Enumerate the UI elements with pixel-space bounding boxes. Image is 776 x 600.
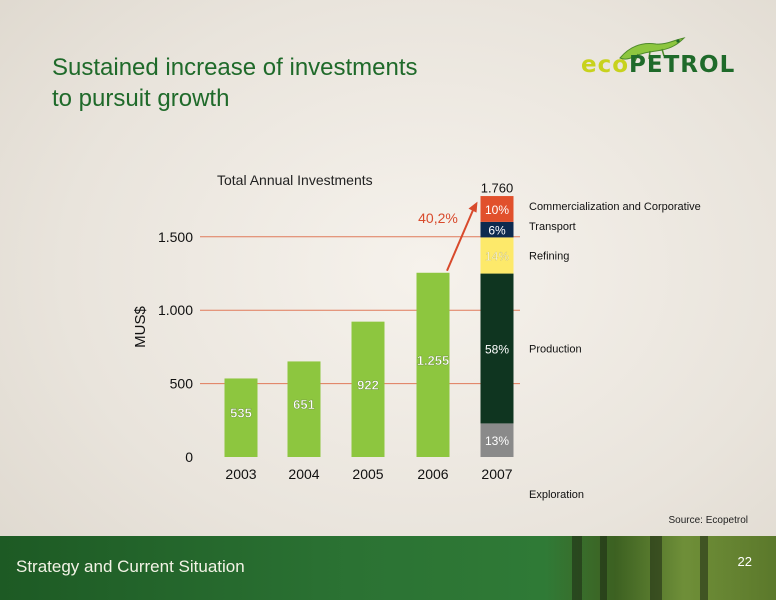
logo-text-eco: eco bbox=[581, 52, 630, 78]
segment-pct-label: 10% bbox=[485, 203, 509, 217]
page-number: 22 bbox=[737, 554, 752, 569]
segment-pct-label: 6% bbox=[488, 224, 506, 238]
x-tick-label: 2004 bbox=[288, 466, 319, 482]
bar-value-label: 535 bbox=[230, 406, 252, 421]
segment-pct-label: 14% bbox=[485, 249, 509, 263]
slide-title-line-2: to pursuit growth bbox=[52, 85, 230, 112]
footer-bar: Strategy and Current Situation 22 bbox=[0, 536, 776, 600]
growth-arrowhead bbox=[468, 201, 478, 213]
footer-tree-trunk bbox=[700, 536, 708, 600]
y-tick-label: 1.500 bbox=[158, 229, 193, 245]
segment-category-label: Production bbox=[529, 343, 582, 355]
source-note: Source: Ecopetrol bbox=[668, 515, 749, 526]
bar bbox=[416, 272, 450, 457]
bar-value-label: 651 bbox=[293, 397, 315, 412]
y-tick-label: 500 bbox=[170, 376, 194, 392]
bar bbox=[351, 321, 385, 457]
segment-category-label: Exploration bbox=[529, 489, 584, 501]
iguana-logo-icon bbox=[619, 37, 686, 62]
slide-title: Sustained increase of investments to pur… bbox=[52, 52, 472, 114]
stacked-segment bbox=[480, 237, 514, 274]
stacked-segment bbox=[480, 273, 514, 424]
stacked-segment bbox=[480, 196, 514, 222]
segment-category-label: Commercialization and Corporative bbox=[529, 201, 701, 213]
growth-annotation: 40,2% bbox=[418, 210, 458, 226]
x-tick-label: 2003 bbox=[225, 466, 256, 482]
bar-value-label: 922 bbox=[357, 377, 379, 392]
footer-tree-trunk bbox=[600, 536, 607, 600]
segment-pct-label: 13% bbox=[485, 434, 509, 448]
bar-value-label: 1.255 bbox=[417, 353, 450, 368]
chart-title: Total Annual Investments bbox=[217, 172, 373, 188]
slide-title-line-1: Sustained increase of investments bbox=[52, 54, 418, 81]
footer-section-title: Strategy and Current Situation bbox=[16, 557, 245, 576]
stacked-segment bbox=[480, 423, 514, 457]
footer-tree-trunk bbox=[650, 536, 662, 600]
logo-wordmark: ecoPETROL bbox=[581, 52, 735, 78]
y-tick-label: 0 bbox=[185, 449, 193, 465]
footer-tree-trunk bbox=[572, 536, 582, 600]
segment-category-label: Transport bbox=[529, 221, 576, 233]
investment-chart: 0 500 1.000 1.500 MUS$ 535 651 922 1.255 13% 58% 14… bbox=[132, 181, 701, 501]
y-tick-label: 1.000 bbox=[158, 302, 193, 318]
x-tick-label: 2005 bbox=[352, 466, 383, 482]
bar bbox=[224, 378, 258, 457]
segment-category-label: Refining bbox=[529, 250, 569, 262]
y-axis-label: MUS$ bbox=[132, 306, 149, 348]
bar-total-label: 1.760 bbox=[481, 181, 514, 196]
x-tick-label: 2007 bbox=[481, 466, 512, 482]
x-tick-label: 2006 bbox=[417, 466, 448, 482]
logo-text-petrol: PETROL bbox=[629, 52, 736, 78]
growth-arrow bbox=[446, 206, 476, 272]
ecopetrol-logo: ecoPETROL bbox=[578, 36, 744, 84]
segment-pct-label: 58% bbox=[485, 342, 509, 356]
stacked-segment bbox=[480, 221, 514, 238]
bar bbox=[287, 361, 321, 457]
